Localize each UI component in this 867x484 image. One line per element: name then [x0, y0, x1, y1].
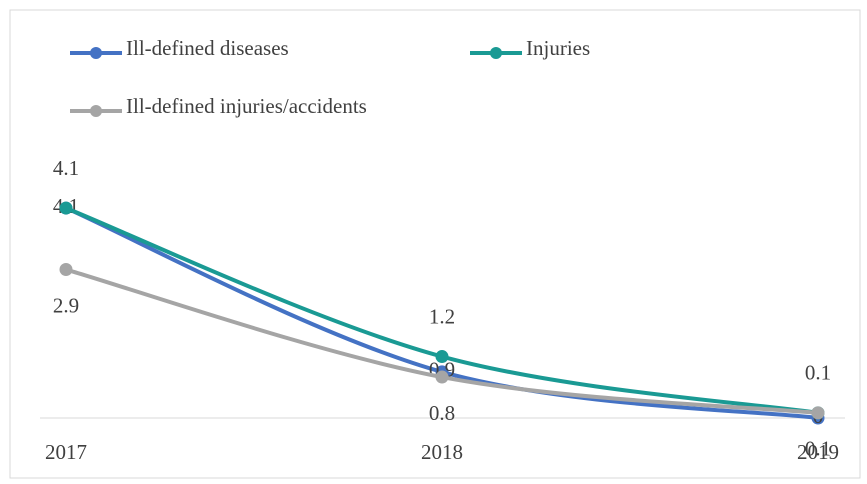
- legend-marker: [490, 47, 502, 59]
- data-label: 0.8: [429, 401, 455, 425]
- legend-label: Ill-defined injuries/accidents: [126, 94, 367, 118]
- legend-label: Ill-defined diseases: [126, 36, 289, 60]
- legend-label: Injuries: [526, 36, 590, 60]
- legend-marker: [90, 105, 102, 117]
- point: [435, 370, 449, 384]
- legend-marker: [90, 47, 102, 59]
- data-label: 0.1: [805, 437, 831, 461]
- x-tick-label: 2018: [421, 440, 463, 464]
- point: [59, 201, 73, 215]
- point: [59, 263, 73, 277]
- data-label: 2.9: [53, 293, 79, 317]
- x-tick-label: 2017: [45, 440, 87, 464]
- x-tick-label: 2019: [797, 440, 839, 464]
- data-label: 1.2: [429, 304, 455, 328]
- data-label: 4.1: [53, 156, 79, 180]
- data-label: 0.1: [805, 361, 831, 385]
- point: [435, 350, 449, 364]
- point: [811, 406, 825, 420]
